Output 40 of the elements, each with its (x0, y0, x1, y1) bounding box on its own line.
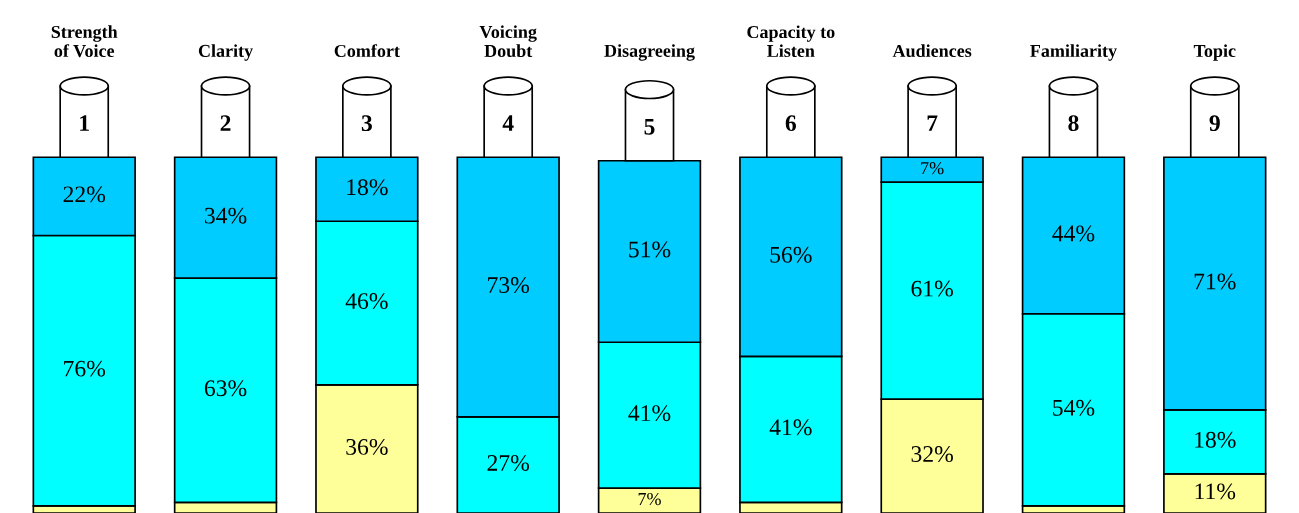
x-tick-label: Strength of Voice (51, 25, 118, 58)
text: 3 (361, 115, 372, 132)
data-label: 18% (1195, 431, 1236, 448)
data-label: 71% (1194, 273, 1236, 290)
data-label: 56% (770, 246, 812, 263)
data-label: 34% (205, 207, 247, 224)
x-tick-label: Familiarity (1030, 44, 1117, 61)
text: 5 (644, 118, 655, 135)
data-label: 32% (911, 446, 953, 463)
text: 2 (220, 115, 231, 131)
text: 6 (785, 115, 797, 132)
data-label: 76% (64, 360, 106, 377)
x-tick-label: Clarity (198, 44, 253, 61)
data-label: 61% (911, 280, 953, 297)
data-label: 54% (1053, 399, 1095, 416)
text: 4 (502, 115, 514, 131)
data-label: 46% (345, 293, 388, 310)
x-tick-label: Audiences (892, 44, 972, 58)
data-label: 18% (347, 179, 388, 196)
data-label: 22% (63, 186, 106, 203)
data-label: 63% (204, 380, 247, 397)
x-tick-label: Topic (1193, 44, 1236, 61)
x-tick-label: Capacity to Listen (747, 25, 835, 58)
x-tick-label: Voicing Doubt (479, 25, 537, 58)
text: 9 (1209, 115, 1220, 132)
data-label: 11% (1195, 483, 1236, 500)
data-label: 7% (921, 162, 944, 175)
data-label: 41% (628, 405, 671, 422)
data-label: 51% (629, 241, 671, 258)
text: 1 (80, 115, 89, 131)
x-tick-label: Comfort (334, 44, 400, 58)
data-label: 44% (1052, 225, 1095, 242)
text: 7 (927, 115, 938, 131)
data-label: 7% (638, 492, 661, 506)
data-label: 36% (346, 438, 388, 455)
data-label: 41% (769, 419, 812, 436)
x-tick-label: Disagreeing (604, 44, 695, 61)
data-label: 27% (487, 454, 530, 471)
text: 8 (1068, 115, 1079, 132)
data-label: 73% (488, 277, 530, 294)
